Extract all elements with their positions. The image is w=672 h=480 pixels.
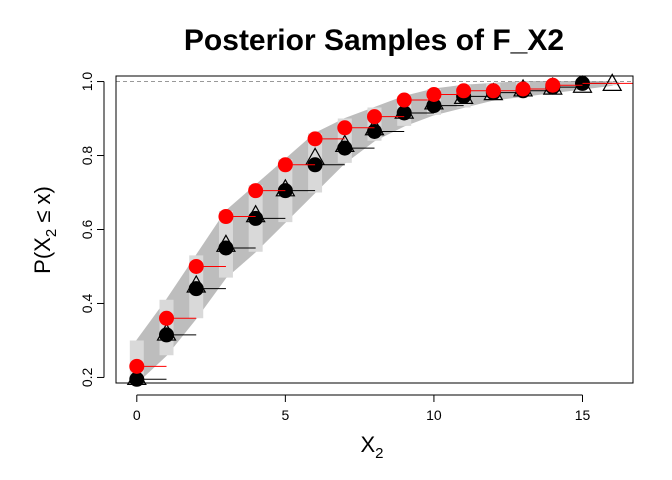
y-tick-label: 0.4 <box>79 294 95 314</box>
black-point <box>367 123 382 139</box>
red-point <box>426 86 442 102</box>
red-point <box>396 92 412 108</box>
red-point <box>485 83 501 99</box>
red-point <box>159 310 175 326</box>
black-point <box>337 140 353 156</box>
black-point <box>396 105 412 121</box>
black-point <box>426 98 442 114</box>
red-point <box>456 83 472 99</box>
y-axis-label: P(X2 ≤ x) <box>30 186 60 274</box>
axes: 0 5 10 15 0.2 0.4 0.6 0.8 1.0 <box>79 72 590 423</box>
red-point <box>129 358 145 374</box>
y-tick-label: 0.6 <box>79 220 95 240</box>
plot-frame <box>115 75 634 384</box>
triangle-point <box>602 73 623 91</box>
x-axis-label: X2 <box>360 432 383 462</box>
red-point <box>337 120 353 136</box>
black-point <box>129 371 145 387</box>
chart-title: Posterior Samples of F_X2 <box>184 24 564 57</box>
x-tick-label: 15 <box>575 407 591 423</box>
red-point <box>367 109 382 125</box>
y-tick-label: 0.8 <box>79 146 95 166</box>
black-point <box>218 240 234 256</box>
red-point <box>188 258 204 274</box>
black-point <box>188 281 204 297</box>
black-point <box>248 210 264 226</box>
red-point <box>277 157 293 173</box>
red-point <box>307 131 323 147</box>
red-point <box>515 81 531 97</box>
x-tick-label: 10 <box>426 407 442 423</box>
y-tick-label: 0.2 <box>79 368 95 388</box>
red-point <box>248 183 264 199</box>
series-layer <box>126 73 633 387</box>
red-point <box>545 77 561 93</box>
red-point <box>218 209 234 225</box>
y-tick-label: 1.0 <box>79 72 95 92</box>
x-tick-label: 0 <box>133 407 141 423</box>
x-tick-label: 5 <box>281 407 289 423</box>
black-point <box>159 327 175 343</box>
